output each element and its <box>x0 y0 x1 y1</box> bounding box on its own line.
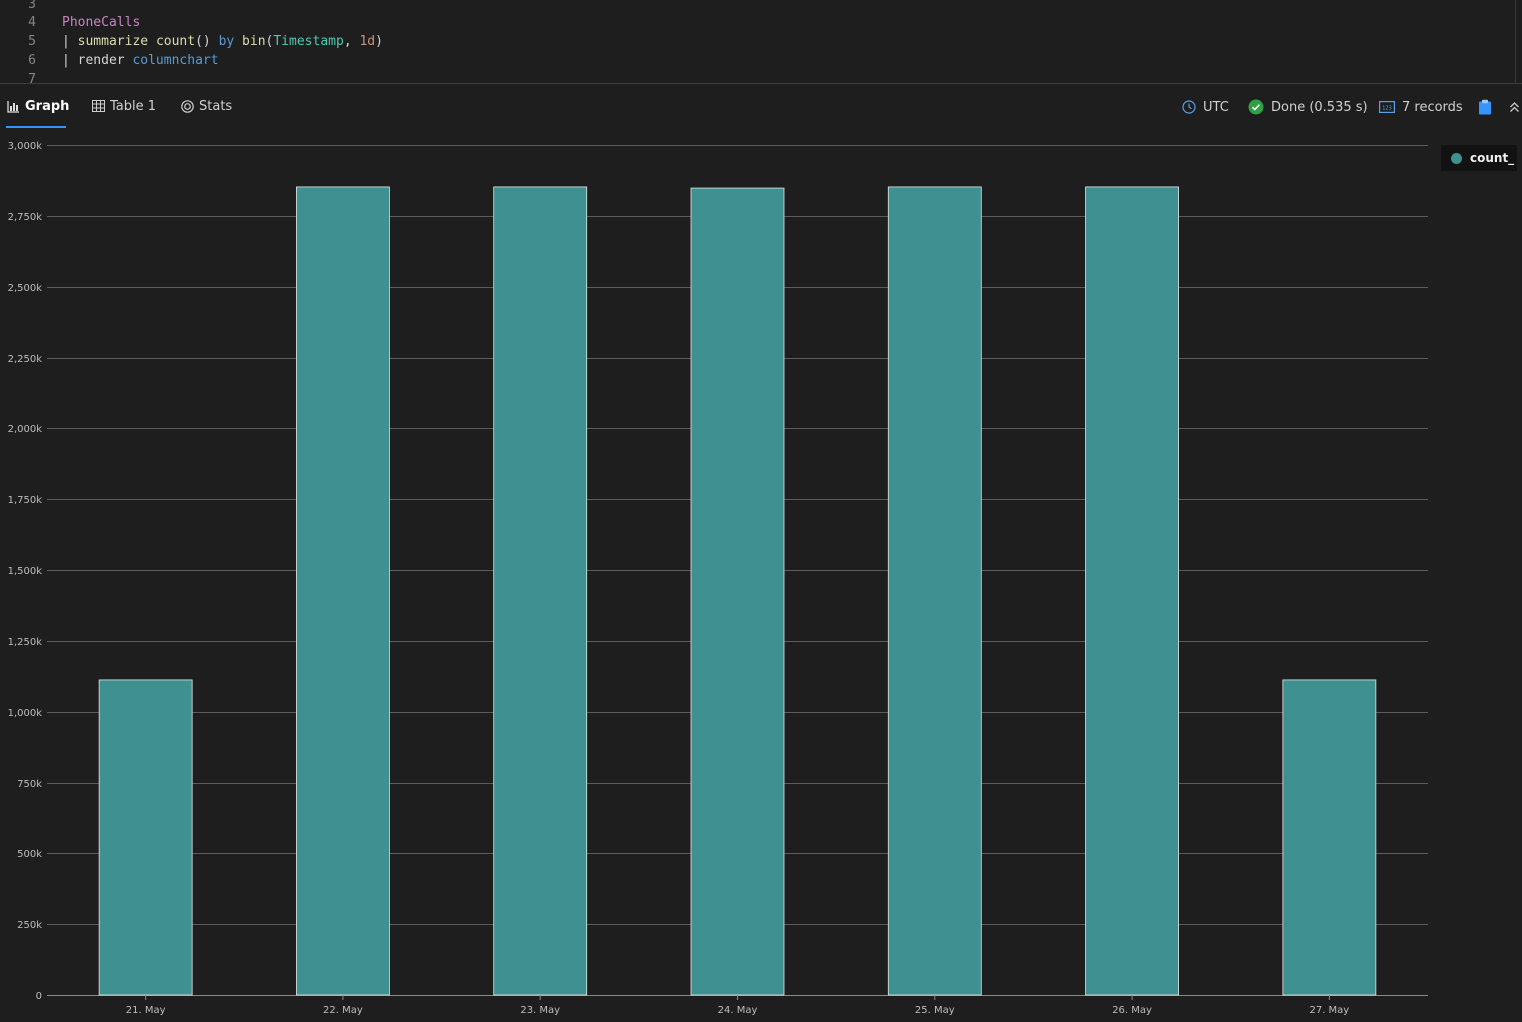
y-tick-label: 3,000k <box>8 141 43 152</box>
timezone-status[interactable]: UTC <box>1182 84 1229 130</box>
bar <box>493 186 588 996</box>
records-icon: 123 <box>1379 101 1395 113</box>
y-tick-label: 2,000k <box>8 424 43 435</box>
code-token: | <box>62 53 78 68</box>
active-tab-indicator <box>6 126 66 128</box>
stats-icon <box>181 99 194 113</box>
line-number: 7 <box>28 72 36 84</box>
line-number: 5 <box>28 34 36 49</box>
code-text: PhoneCalls <box>62 13 140 32</box>
table-icon <box>92 100 105 112</box>
clipboard-icon <box>1478 99 1492 115</box>
query-status: Done (0.535 s) <box>1248 84 1368 130</box>
code-token: () <box>195 34 219 49</box>
bar-chart-icon <box>7 100 20 113</box>
y-tick-label: 1,750k <box>8 495 43 506</box>
y-tick-label: 2,250k <box>8 354 43 365</box>
x-tick-label: 22. May <box>323 1005 363 1016</box>
records-count: 123 7 records <box>1379 84 1463 130</box>
code-token: render <box>77 53 125 68</box>
code-token: PhoneCalls <box>62 15 141 30</box>
bar <box>1282 679 1377 996</box>
code-token: Timestamp <box>273 34 344 49</box>
code-token: summarize <box>77 34 149 49</box>
line-number: 4 <box>28 15 36 30</box>
editor-results-divider[interactable] <box>0 83 1522 84</box>
bar <box>1085 186 1179 996</box>
chevron-double-up-icon <box>1509 101 1520 113</box>
y-tick-label: 2,750k <box>8 212 43 223</box>
code-token: ) <box>375 34 383 49</box>
code-token: | <box>62 34 78 49</box>
code-text: | summarize count() by bin(Timestamp, 1d… <box>62 32 383 51</box>
collapse-button[interactable] <box>1509 84 1522 130</box>
line-number: 3 <box>28 0 36 12</box>
records-label: 7 records <box>1402 99 1463 115</box>
timezone-label: UTC <box>1203 99 1229 115</box>
clock-icon <box>1182 100 1196 114</box>
results-toolbar: Graph Table 1 Stats <box>0 84 1522 130</box>
tab-graph-label: Graph <box>25 98 70 114</box>
tab-table-label: Table 1 <box>110 98 157 114</box>
y-tick-label: 0 <box>36 991 42 1002</box>
legend-series-label: count_ <box>1470 151 1515 165</box>
code-token: , <box>343 34 360 49</box>
query-editor[interactable]: 3 4 PhoneCalls 5 | summarize count() by bin(… <box>0 0 1522 84</box>
y-tick-label: 1,250k <box>8 637 43 648</box>
query-status-label: Done (0.535 s) <box>1271 99 1368 115</box>
bar <box>296 186 390 996</box>
bar <box>690 187 785 996</box>
code-token <box>234 34 242 49</box>
tab-stats-label: Stats <box>199 98 233 114</box>
bar <box>98 679 193 996</box>
y-tick-label: 1,000k <box>8 708 43 719</box>
y-tick-label: 250k <box>17 920 42 931</box>
x-tick-label: 23. May <box>520 1005 560 1016</box>
code-token: ( <box>265 34 274 49</box>
code-token: columnchart <box>132 53 219 68</box>
editor-scrollbar[interactable] <box>1515 0 1516 84</box>
chart-legend[interactable]: count_ <box>1441 145 1517 171</box>
bar <box>887 186 982 996</box>
svg-text:123: 123 <box>1382 106 1392 112</box>
x-tick-label: 21. May <box>126 1005 166 1016</box>
y-tick-label: 750k <box>17 779 42 790</box>
line-number: 6 <box>28 53 36 68</box>
code-token: by <box>218 34 235 49</box>
tab-stats[interactable]: Stats <box>181 84 232 128</box>
x-tick-label: 27. May <box>1309 1005 1349 1016</box>
y-tick-label: 500k <box>17 849 42 860</box>
column-chart: 0 250k 500k 750k 1,000k 1,250k 1,500k 1,750k 2,0… <box>8 141 1428 1016</box>
copy-button[interactable] <box>1478 84 1499 130</box>
code-token: 1d <box>359 34 376 49</box>
x-tick-label: 26. May <box>1112 1005 1152 1016</box>
y-tick-label: 2,500k <box>8 283 43 294</box>
tab-graph[interactable]: Graph <box>7 84 69 128</box>
tab-table[interactable]: Table 1 <box>92 84 156 128</box>
y-tick-label: 1,500k <box>8 566 43 577</box>
legend-series-marker <box>1451 152 1462 164</box>
check-circle-icon <box>1248 99 1264 115</box>
code-token: count <box>155 34 196 49</box>
x-tick-label: 24. May <box>718 1005 758 1016</box>
code-token <box>148 34 156 49</box>
code-token: bin <box>242 34 266 49</box>
code-text: | render columnchart <box>62 51 219 70</box>
x-tick-label: 25. May <box>915 1005 955 1016</box>
